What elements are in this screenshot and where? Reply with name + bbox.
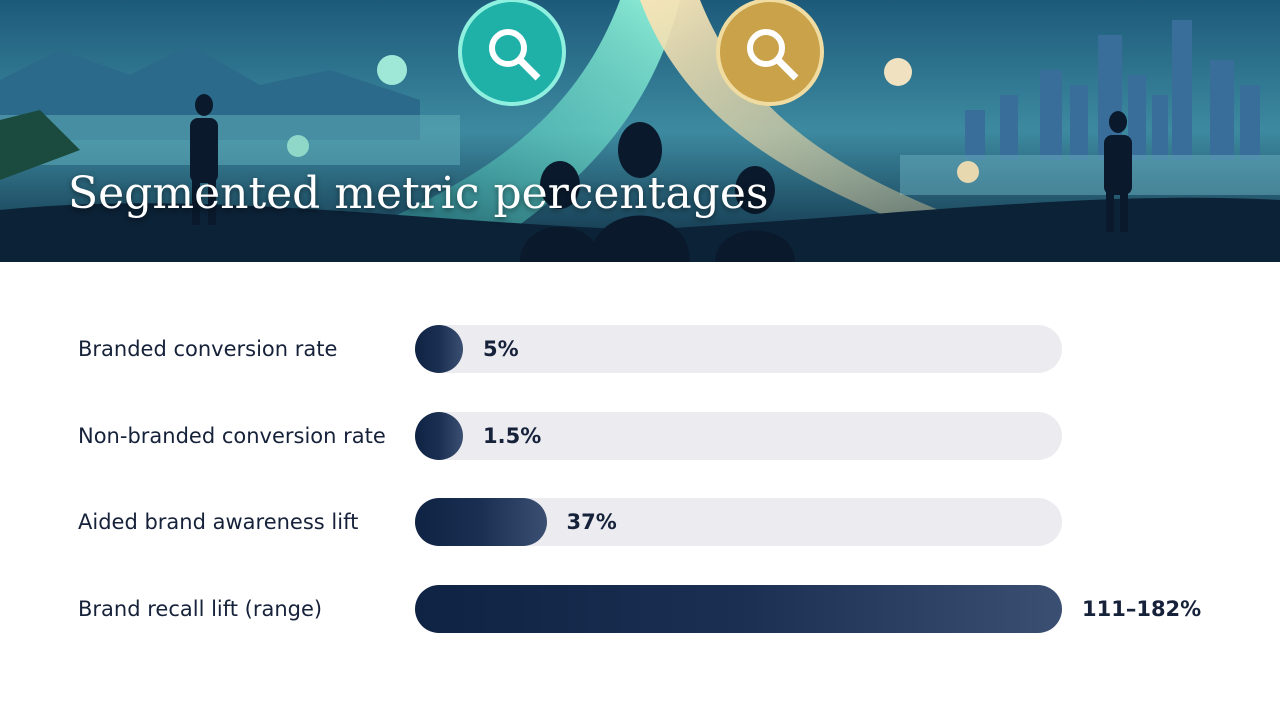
bar — [415, 325, 463, 373]
value-label: 5% — [483, 337, 519, 361]
value-label: 37% — [566, 510, 617, 534]
banner-illustration — [0, 0, 1280, 262]
bar — [415, 585, 1062, 633]
bar-track — [415, 412, 1062, 460]
value-label: 1.5% — [483, 424, 542, 448]
slide-title: Segmented metric percentages — [68, 168, 769, 219]
bar-track — [415, 325, 1062, 373]
value-label: 111–182% — [1082, 597, 1202, 621]
category-label: Non-branded conversion rate — [78, 424, 386, 448]
bar — [415, 412, 463, 460]
category-label: Aided brand awareness lift — [78, 510, 359, 534]
category-label: Brand recall lift (range) — [78, 597, 323, 621]
category-label: Branded conversion rate — [78, 337, 338, 361]
bar — [415, 498, 547, 546]
